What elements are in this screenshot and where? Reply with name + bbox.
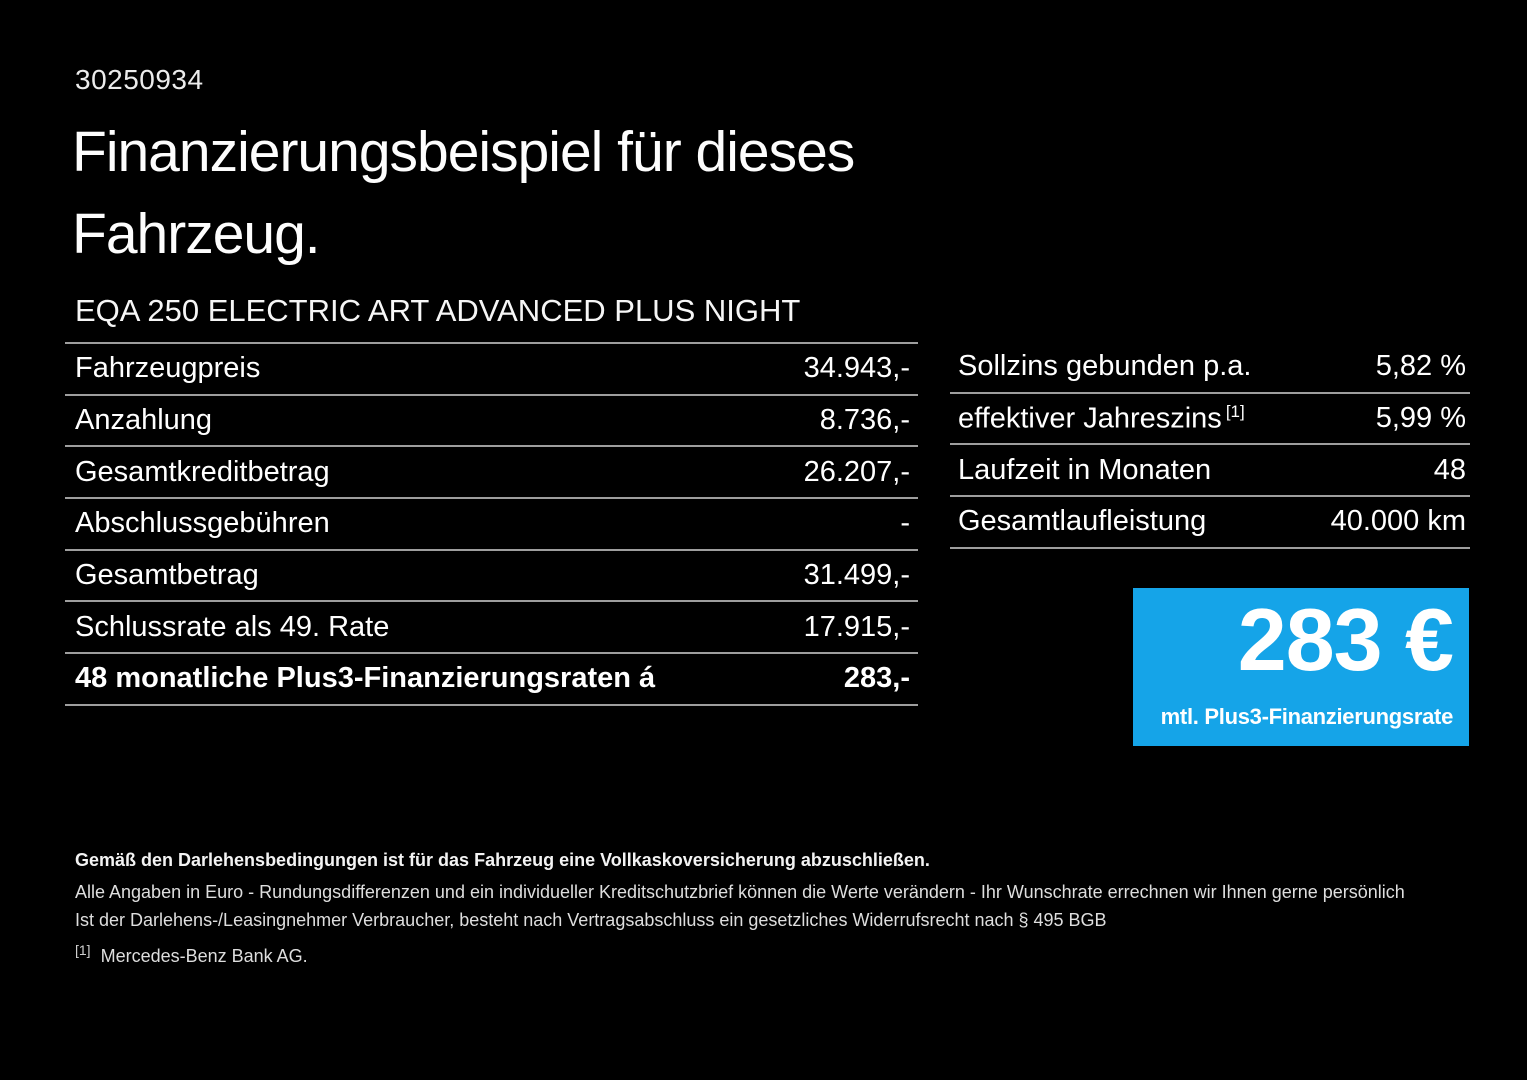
row-value: 48: [1433, 453, 1466, 486]
row-value: -: [900, 507, 910, 540]
row-label: Gesamtbetrag: [75, 559, 259, 592]
row-value: 8.736,-: [819, 404, 910, 437]
table-row-laufzeit: Laufzeit in Monaten 48: [950, 445, 1470, 498]
table-row-abschlussgebuehren: Abschlussgebühren -: [65, 499, 918, 551]
row-value: 5,99 %: [1375, 402, 1466, 435]
row-label: Anzahlung: [75, 404, 213, 437]
table-row-gesamtbetrag: Gesamtbetrag 31.499,-: [65, 551, 918, 603]
disclaimer-widerrufsrecht: Ist der Darlehens-/Leasingnehmer Verbrau…: [75, 910, 1107, 930]
footnote-text: Mercedes-Benz Bank AG.: [100, 946, 308, 966]
disclaimer-insurance: Gemäß den Darlehensbedingungen ist für d…: [75, 850, 930, 870]
disclaimer-euro: Alle Angaben in Euro - Rundungsdifferenz…: [75, 882, 1405, 902]
row-label: Gesamtlaufleistung: [958, 505, 1207, 538]
row-value: 34.943,-: [803, 352, 910, 385]
footnote-marker: [1]: [75, 942, 91, 958]
footnote-bank: [1] Mercedes-Benz Bank AG.: [75, 942, 308, 967]
monthly-rate-amount: 283 €: [1237, 590, 1454, 689]
row-value: 17.915,-: [803, 610, 910, 643]
row-value: 26.207,-: [803, 455, 910, 488]
document-id: 30250934: [75, 64, 204, 95]
row-label: Sollzins gebunden p.a.: [958, 350, 1252, 383]
table-row-sollzins: Sollzins gebunden p.a. 5,82 %: [950, 342, 1470, 394]
row-label: Fahrzeugpreis: [75, 352, 261, 385]
financing-table-right: Sollzins gebunden p.a. 5,82 % effektiver…: [950, 342, 1470, 549]
table-row-schlussrate: Schlussrate als 49. Rate 17.915,-: [65, 602, 918, 655]
row-value: 31.499,-: [803, 559, 910, 592]
row-label: Laufzeit in Monaten: [958, 453, 1212, 486]
row-value: 283,-: [843, 662, 910, 695]
page-title-line1: Finanzierungsbeispiel für dieses: [72, 120, 855, 184]
monthly-rate-caption: mtl. Plus3-Finanzierungsrate: [1160, 704, 1454, 729]
table-row-monthly-rate: 48 monatliche Plus3-Finanzierungsraten á…: [65, 654, 918, 706]
row-label: Abschlussgebühren: [75, 507, 330, 540]
row-label: Gesamtkreditbetrag: [75, 455, 330, 488]
row-value: 40.000 km: [1330, 505, 1466, 538]
financing-table-left: Fahrzeugpreis 34.943,- Anzahlung 8.736,-…: [65, 342, 918, 706]
vehicle-name: EQA 250 ELECTRIC ART ADVANCED PLUS NIGHT: [75, 293, 801, 328]
table-row-anzahlung: Anzahlung 8.736,-: [65, 396, 918, 448]
table-row-gesamtlaufleistung: Gesamtlaufleistung 40.000 km: [950, 497, 1470, 549]
row-value: 5,82 %: [1375, 350, 1466, 383]
table-row-effektiver-jahreszins: effektiver Jahreszins [1] 5,99 %: [950, 394, 1470, 446]
row-label: Schlussrate als 49. Rate: [75, 610, 390, 643]
row-label: effektiver Jahreszins [1]: [950, 402, 1245, 436]
row-label: 48 monatliche Plus3-Finanzierungsraten á: [75, 662, 656, 695]
row-label-text: effektiver Jahreszins: [958, 402, 1222, 435]
page-title-line2: Fahrzeug.: [72, 201, 321, 266]
page-title: Finanzierungsbeispiel für dieses Fahrzeug…: [72, 112, 855, 275]
table-row-gesamtkreditbetrag: Gesamtkreditbetrag 26.207,-: [65, 447, 918, 500]
footnote-marker: [1]: [1225, 401, 1245, 421]
table-row-fahrzeugpreis: Fahrzeugpreis 34.943,-: [65, 344, 918, 396]
price-box: 283 € mtl. Plus3-Finanzierungsrate: [1133, 588, 1469, 746]
